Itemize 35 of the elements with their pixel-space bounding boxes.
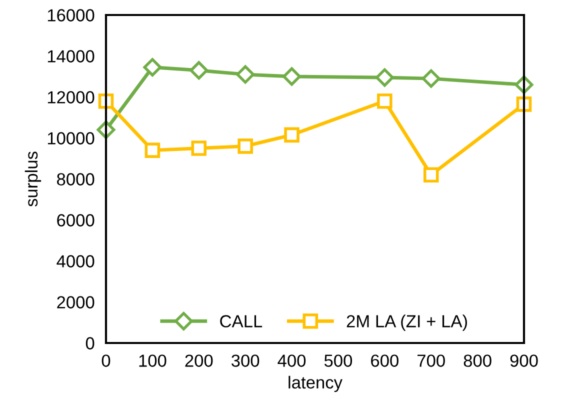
y-tick-label: 4000: [56, 255, 94, 268]
x-tick-label: 900: [510, 354, 538, 367]
x-tick-label: 400: [278, 354, 306, 367]
point: [282, 67, 302, 86]
x-tick-label: 300: [232, 354, 260, 367]
point: [238, 138, 253, 154]
y-tick-label: 16000: [48, 9, 94, 22]
point: [377, 93, 392, 109]
point: [423, 167, 439, 183]
y-tick-label: 12000: [48, 91, 94, 104]
x-tick-label: 800: [464, 354, 492, 367]
x-tick-label: 100: [139, 354, 166, 367]
y-tick-label: 2000: [57, 296, 94, 308]
y-tick-label: 14000: [48, 50, 94, 62]
legend-label: CALL: [220, 315, 262, 328]
y-axis-title: surplus: [24, 152, 42, 206]
x-tick-label: 500: [324, 354, 352, 367]
point: [190, 61, 208, 80]
y-tick-label: 10000: [48, 132, 94, 144]
x-axis-title: latency: [288, 376, 342, 392]
point: [284, 127, 300, 143]
legend-label: 2M LA (ZI + LA): [346, 314, 467, 331]
x-tick-label: 700: [418, 354, 445, 367]
point: [422, 69, 440, 88]
point: [144, 142, 160, 158]
point: [191, 140, 207, 156]
x-tick-label: 200: [185, 354, 213, 367]
point: [143, 58, 162, 77]
y-tick-label: 0: [86, 337, 94, 350]
y-tick-label: 8000: [57, 173, 94, 186]
point: [236, 65, 255, 84]
x-tick-label: 600: [371, 354, 398, 367]
x-tick-label: 0: [102, 354, 110, 367]
point: [375, 68, 394, 87]
y-tick-label: 6000: [57, 214, 94, 226]
